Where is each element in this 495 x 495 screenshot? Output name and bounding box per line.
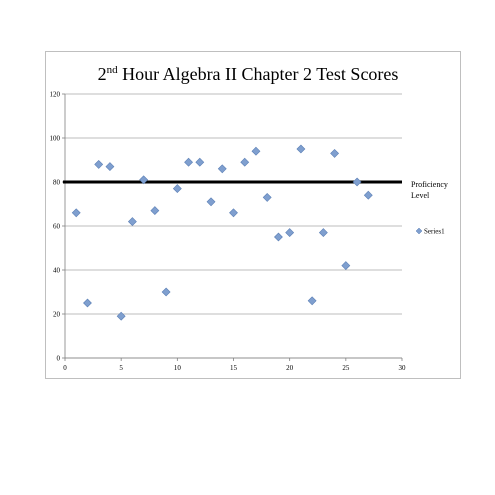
chart-title-rest: Hour Algebra II Chapter 2 Test Scores (118, 64, 399, 84)
data-point-3 (94, 159, 104, 169)
y-tick-label: 20 (53, 311, 61, 319)
data-point-4 (105, 162, 115, 172)
data-point-23 (318, 228, 328, 238)
data-point-11 (184, 157, 193, 167)
chart-frame (45, 51, 461, 379)
data-point-17 (251, 146, 261, 156)
y-tick-label: 100 (50, 135, 61, 143)
data-point-25 (341, 261, 351, 271)
chart-title-superscript: nd (107, 64, 119, 76)
legend-marker (415, 227, 423, 235)
legend: Series1 (415, 227, 445, 236)
y-tick-label: 40 (53, 267, 61, 275)
proficiency-label-line1: Proficiency (411, 180, 448, 189)
data-point-21 (296, 144, 306, 154)
chart-title-main: 2 (98, 64, 107, 84)
data-point-6 (127, 217, 137, 227)
x-tick-label: 30 (399, 364, 407, 372)
x-tick-label: 15 (230, 364, 238, 372)
data-point-27 (363, 190, 373, 200)
x-tick-label: 0 (63, 364, 67, 372)
data-point-19 (274, 232, 283, 242)
proficiency-label-line2: Level (411, 191, 430, 200)
data-point-8 (150, 206, 160, 216)
gridlines (65, 93, 402, 359)
legend-label: Series1 (424, 228, 445, 236)
proficiency-reference: Proficiency Level (63, 180, 448, 200)
data-point-1 (71, 208, 81, 218)
y-tick-label: 80 (53, 179, 61, 187)
chart-title: 2nd Hour Algebra II Chapter 2 Test Score… (98, 64, 399, 84)
data-point-20 (285, 228, 295, 238)
y-tick-label: 60 (53, 223, 61, 231)
data-point-7 (139, 175, 149, 185)
data-point-2 (83, 298, 92, 308)
x-tick-label: 25 (342, 364, 350, 372)
data-point-22 (307, 296, 317, 306)
y-tick-label: 120 (50, 91, 61, 99)
x-tick-label: 20 (286, 364, 294, 372)
data-points (71, 144, 373, 321)
data-point-10 (172, 184, 182, 194)
axes: 0 20 40 60 80 100 120 0 5 10 15 20 25 30 (50, 91, 407, 373)
data-point-26 (352, 177, 362, 187)
data-point-16 (240, 157, 250, 167)
data-point-18 (262, 192, 272, 202)
data-point-24 (330, 148, 340, 158)
y-tick-label: 0 (57, 355, 61, 363)
data-point-9 (161, 287, 171, 297)
data-point-13 (206, 197, 216, 207)
data-point-14 (217, 164, 227, 174)
x-tick-label: 10 (174, 364, 182, 372)
x-tick-label: 5 (119, 364, 123, 372)
data-point-5 (116, 311, 126, 321)
data-point-12 (195, 157, 205, 167)
data-point-15 (229, 208, 238, 218)
